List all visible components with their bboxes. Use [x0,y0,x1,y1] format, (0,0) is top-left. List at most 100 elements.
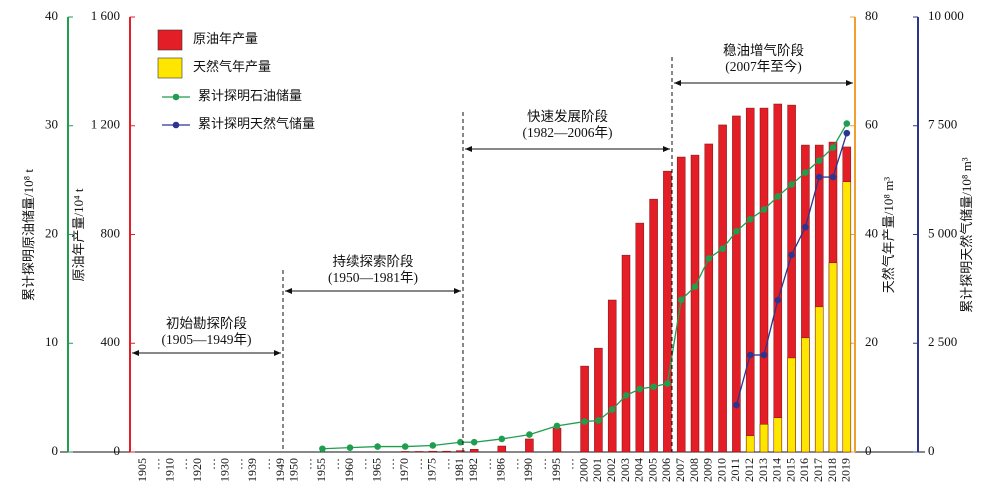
line-point [691,283,699,291]
x-tick-label: 2018 [825,458,839,482]
line-point [498,435,506,443]
line-segment [474,438,502,443]
line-point [719,245,726,252]
x-tick-label: … [204,458,218,470]
axis-title: 累计探明原油储量/10⁸ t [21,169,36,301]
line-point [677,296,685,304]
line-segment [405,444,433,448]
line-point [746,215,754,223]
x-tick-label: 1960 [342,458,356,482]
x-tick-label: … [563,458,577,470]
x-tick-label: 2010 [714,458,728,482]
line-point [788,251,795,259]
x-tick-label: 1950 [287,458,301,482]
y-tick-label: 0 [928,443,935,458]
y-tick-label: 0 [52,443,59,458]
line-point [760,351,768,359]
bar [525,438,534,453]
x-tick-label: 1982 [466,458,480,482]
x-tick-label: 1965 [369,458,383,482]
bar [773,103,783,453]
line-segment [804,176,820,228]
legend-label: 原油年产量 [193,31,258,46]
line-point [319,445,326,453]
legend-swatch [172,93,180,101]
line-point [664,380,671,387]
line-point [374,443,381,450]
x-tick-label: … [438,458,452,470]
axis-title: 累计探明天然气储量/10⁸ m³ [959,157,974,313]
legend-label: 天然气年产量 [193,59,271,74]
bar [732,115,741,453]
x-tick-label: 1905 [135,458,149,482]
line-point [746,351,754,359]
bar [580,365,589,453]
x-tick-label: … [300,458,314,470]
line-point [526,431,533,438]
legend-swatch [157,29,183,51]
line-segment [722,230,737,250]
stage-label: 稳油增气阶段 [723,43,804,58]
x-tick-label: 1910 [162,458,176,482]
bar [745,107,755,453]
y-tick-label: 10 000 [928,8,964,23]
y-tick-label: 1 200 [91,117,120,132]
line-point [815,173,823,181]
x-tick-label: 2017 [811,458,825,482]
x-tick-label: 2001 [590,458,604,482]
bar [828,262,838,453]
x-tick-label: 1975 [425,458,439,482]
bar [801,337,810,453]
line-point [815,157,823,164]
legend-swatch [157,57,183,79]
x-tick-label: 2008 [687,458,701,482]
line-segment [666,299,682,384]
x-tick-label: 2003 [618,458,632,482]
line-point [774,193,782,200]
x-tick-label: 2002 [604,458,618,482]
bar [621,254,631,453]
x-tick-label: 1995 [549,458,563,482]
line-segment [432,441,461,447]
bar [400,451,410,453]
stage-label: 持续探索阶段 [333,254,414,269]
line-point [788,181,795,188]
y-tick-label: 80 [865,8,878,23]
stage-label: 初始勘探阶段 [166,315,247,331]
stage-period: (1982—2006年) [523,125,613,140]
line-point [595,417,602,424]
line-segment [349,445,378,449]
bar [497,445,507,453]
bar [428,450,438,453]
x-tick-label: … [231,458,245,470]
bar [704,143,714,453]
bar [635,222,645,453]
line-segment [322,447,351,450]
x-tick-label: … [535,458,549,470]
x-tick-label: 1981 [452,458,466,482]
y-tick-label: 20 [45,225,58,240]
y-tick-label: 30 [45,117,58,132]
line-segment [832,123,848,148]
bar [456,450,465,453]
x-tick-label: 1955 [314,458,328,482]
line-point [802,223,809,231]
x-tick-label: 2015 [783,458,797,482]
y-tick-label: 400 [101,334,121,349]
bar [787,357,796,453]
bar [745,435,755,453]
line-point [705,255,713,262]
x-tick-label: … [411,458,425,470]
line-point [636,385,644,393]
line-segment [501,433,530,440]
x-tick-label: … [507,458,521,470]
legend-label: 累计探明石油储量 [198,88,302,103]
line-point [346,444,354,451]
bar [759,424,769,453]
y-tick-label: 20 [865,334,878,349]
y-tick-label: 0 [865,443,872,458]
line-point [829,173,837,181]
line-segment [791,226,806,256]
bar [469,449,479,453]
bar [718,124,727,453]
